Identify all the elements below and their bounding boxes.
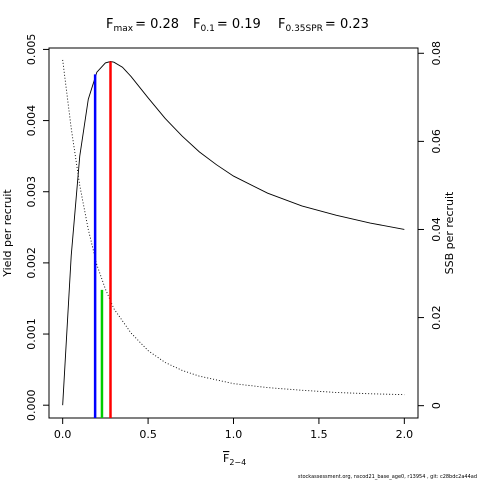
yield-per-recruit-line xyxy=(62,61,405,406)
y-left-tick-label: 0.001 xyxy=(25,318,38,350)
x-tick-label: 1.0 xyxy=(225,428,243,441)
ssb-per-recruit-line xyxy=(62,59,405,396)
title-fmax-value: = 0.28 xyxy=(135,17,179,32)
y-left-tick-label: 0.002 xyxy=(25,247,38,279)
y-left-tick-label: 0.005 xyxy=(25,34,38,66)
footer-text: stockassessment.org, nscod21_base_age0, … xyxy=(298,474,477,480)
title-f01-symbol: F xyxy=(193,17,200,32)
y-right-tick-label: 0 xyxy=(430,402,443,409)
x-axis-label-sub: 2−4 xyxy=(229,458,246,467)
plot-frame xyxy=(48,47,419,419)
title-fmax-sub: max xyxy=(113,24,133,34)
title-f01-value: = 0.19 xyxy=(217,17,261,32)
plot-area: 0.0 0.5 1.0 1.5 2.0 0.000 0.001 0.002 0.003 0.004… xyxy=(25,34,443,441)
x-tick-label: 0.0 xyxy=(54,428,72,441)
y-right-tick-label: 0.04 xyxy=(430,217,443,242)
y-axis-right-label: SSB per recruit xyxy=(443,191,456,274)
y-left-tick-label: 0.000 xyxy=(25,389,38,421)
title-fmax: Fmax = 0.28 xyxy=(106,17,179,34)
y-right-tick-label: 0.02 xyxy=(430,305,443,330)
y-axis-left-label: Yield per recruit xyxy=(1,189,14,278)
x-tick-label: 2.0 xyxy=(396,428,414,441)
title-f01: F0.1 = 0.19 xyxy=(193,17,261,34)
title: Fmax = 0.28 F0.1 = 0.19 F0.35SPR = 0.23 xyxy=(106,17,369,34)
y-right-tick-label: 0.08 xyxy=(430,41,443,66)
x-tick-label: 0.5 xyxy=(139,428,157,441)
title-fspr: F0.35SPR = 0.23 xyxy=(278,17,369,34)
title-fspr-sub: 0.35SPR xyxy=(285,24,322,34)
y-right-tick-label: 0.06 xyxy=(430,129,443,154)
title-fspr-symbol: F xyxy=(278,17,285,32)
title-f01-sub: 0.1 xyxy=(200,24,214,34)
x-axis-label-symbol: F xyxy=(223,452,229,465)
x-axis-label: F2−4 xyxy=(223,452,246,467)
x-tick-label: 1.5 xyxy=(310,428,328,441)
title-fspr-value: = 0.23 xyxy=(325,17,369,32)
y-left-tick-label: 0.003 xyxy=(25,176,38,208)
title-fmax-symbol: F xyxy=(106,17,113,32)
y-left-tick-label: 0.004 xyxy=(25,105,38,137)
